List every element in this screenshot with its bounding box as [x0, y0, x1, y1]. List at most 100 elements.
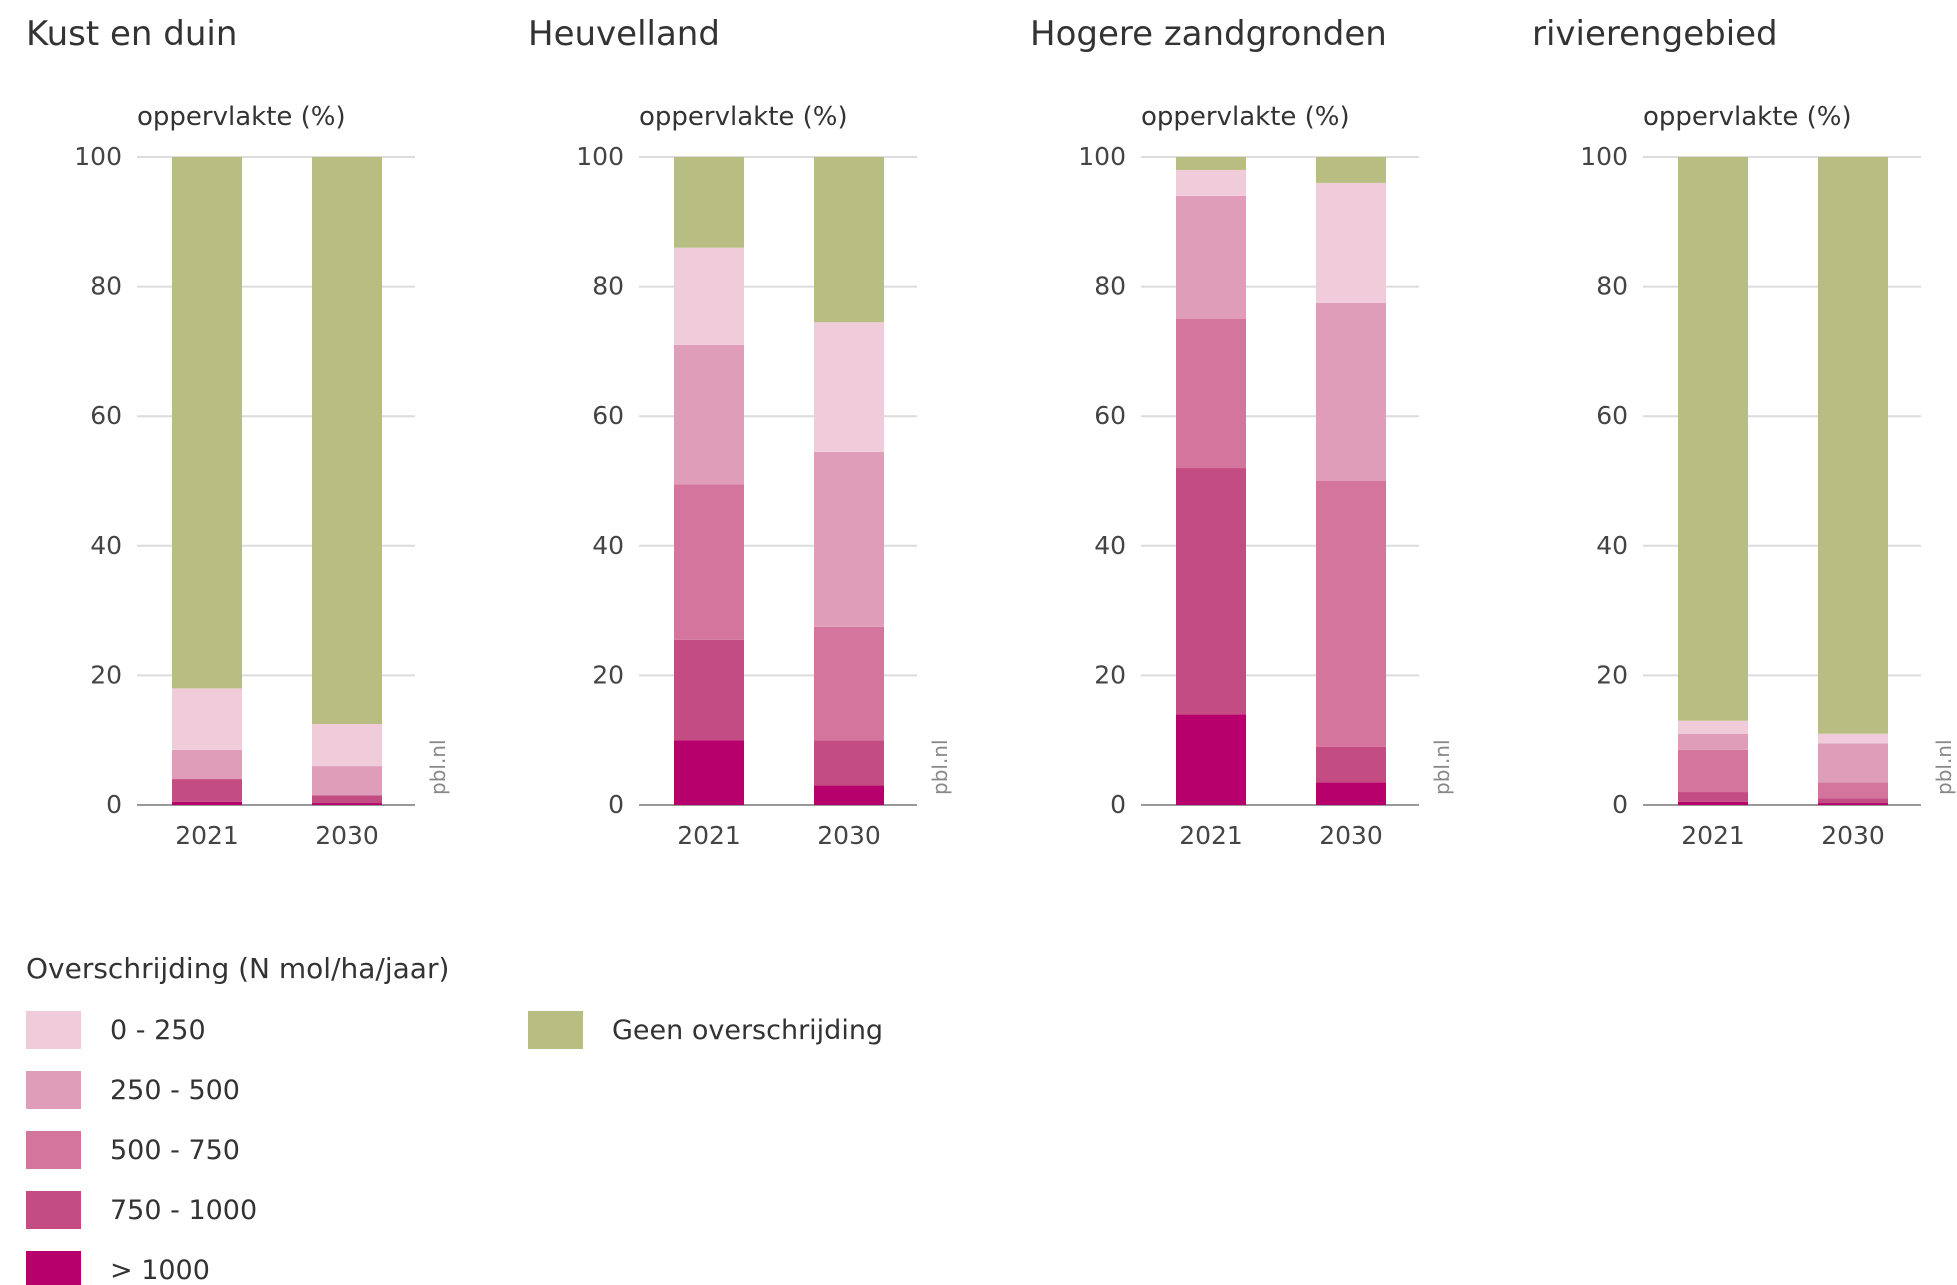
panel-2: Heuvelland oppervlakte (%) 0 20 40 60 80 100 202…	[528, 14, 952, 850]
y-axis-label: oppervlakte (%)	[1643, 102, 1852, 132]
x-tick-label: 2030	[817, 821, 881, 850]
legend-swatch	[26, 1131, 81, 1169]
y-tick-label: 100	[1078, 142, 1126, 171]
bar-segment	[674, 639, 744, 741]
bar-segment	[312, 803, 382, 805]
legend-label: Geen overschrijding	[612, 1015, 883, 1046]
y-tick-label: 20	[1094, 660, 1126, 689]
y-tick-label: 60	[1094, 401, 1126, 430]
y-tick-label: 20	[1596, 660, 1628, 689]
panel-title: Heuvelland	[528, 14, 720, 54]
x-tick-label: 2021	[1179, 821, 1243, 850]
bar-segment	[1678, 157, 1748, 721]
legend-item: 250 - 500	[26, 1071, 240, 1109]
x-tick-label: 2021	[677, 821, 741, 850]
bar-segment	[172, 801, 242, 805]
y-tick-label: 100	[74, 142, 122, 171]
y-tick-label: 20	[592, 660, 624, 689]
y-tick-label: 0	[1110, 790, 1126, 819]
bar-segment	[674, 247, 744, 345]
bar-segment	[312, 795, 382, 804]
y-tick-label: 100	[576, 142, 624, 171]
bar-segment	[674, 157, 744, 248]
bar-segment	[814, 322, 884, 452]
bar-segment	[1316, 157, 1386, 183]
bar-segment	[814, 740, 884, 786]
y-tick-label: 40	[90, 531, 122, 560]
legend-label: 500 - 750	[110, 1135, 240, 1166]
bar-segment	[674, 344, 744, 485]
bar-segment	[1176, 195, 1246, 319]
bar-segment	[674, 740, 744, 805]
bar-segment	[172, 688, 242, 750]
bar-segment	[1678, 720, 1748, 734]
legend-swatch	[26, 1071, 81, 1109]
bar-segment	[1316, 782, 1386, 805]
legend-item: 0 - 250	[26, 1011, 206, 1049]
bar-segment	[1176, 169, 1246, 196]
legend-item: Geen overschrijding	[528, 1011, 883, 1049]
bar-segment	[814, 785, 884, 805]
bar-segment	[1678, 733, 1748, 750]
bar-segment	[1316, 302, 1386, 481]
y-tick-label: 60	[1596, 401, 1628, 430]
bar-segment	[1316, 182, 1386, 303]
y-tick-label: 80	[592, 272, 624, 301]
y-tick-label: 40	[1596, 531, 1628, 560]
source-label: pbl.nl	[1932, 739, 1956, 795]
y-tick-label: 40	[592, 531, 624, 560]
panel-title: rivierengebied	[1532, 14, 1778, 54]
bar-segment	[312, 157, 382, 724]
bar-segment	[1176, 714, 1246, 805]
y-tick-label: 80	[1094, 272, 1126, 301]
legend-label: 250 - 500	[110, 1075, 240, 1106]
panel-1: Kust en duin oppervlakte (%) 0 20 40 60 80 100 2…	[26, 14, 450, 850]
bar-segment	[172, 157, 242, 689]
legend-label: 750 - 1000	[110, 1195, 257, 1226]
legend-item: 750 - 1000	[26, 1191, 257, 1229]
y-axis-label: oppervlakte (%)	[639, 102, 848, 132]
bar-segment	[1678, 801, 1748, 805]
legend: Overschrijding (N mol/ha/jaar) 0 - 250 250…	[26, 952, 883, 1285]
y-tick-label: 0	[106, 790, 122, 819]
y-tick-label: 60	[592, 401, 624, 430]
y-tick-label: 60	[90, 401, 122, 430]
bar-segment	[312, 766, 382, 796]
bar-segment	[814, 626, 884, 741]
panel-4: rivierengebied oppervlakte (%) 0 20 40 60 80 10…	[1532, 14, 1956, 850]
x-tick-label: 2021	[1681, 821, 1745, 850]
source-label: pbl.nl	[426, 739, 450, 795]
legend-swatch	[528, 1011, 583, 1049]
bar-segment	[1818, 782, 1888, 799]
bar-segment	[1316, 481, 1386, 747]
bar-segment	[172, 749, 242, 780]
y-axis-label: oppervlakte (%)	[1141, 102, 1350, 132]
bar-segment	[1176, 157, 1246, 170]
bar-segment	[1818, 798, 1888, 804]
bar-segment	[1678, 792, 1748, 802]
legend-title: Overschrijding (N mol/ha/jaar)	[26, 952, 449, 985]
legend-label: 0 - 250	[110, 1015, 206, 1046]
bar-segment	[1818, 803, 1888, 805]
x-tick-label: 2030	[1319, 821, 1383, 850]
x-tick-label: 2030	[315, 821, 379, 850]
source-label: pbl.nl	[928, 739, 952, 795]
y-tick-label: 100	[1580, 142, 1628, 171]
legend-item: 500 - 750	[26, 1131, 240, 1169]
bar-segment	[1176, 468, 1246, 715]
y-tick-label: 80	[1596, 272, 1628, 301]
legend-label: > 1000	[110, 1255, 210, 1285]
source-label: pbl.nl	[1430, 739, 1454, 795]
x-tick-label: 2021	[175, 821, 239, 850]
y-tick-label: 40	[1094, 531, 1126, 560]
y-axis-label: oppervlakte (%)	[137, 102, 346, 132]
bar-segment	[1678, 749, 1748, 793]
legend-swatch	[26, 1191, 81, 1229]
bar-segment	[814, 157, 884, 323]
panel-3: Hogere zandgronden oppervlakte (%) 0 20 40 60…	[1030, 14, 1454, 850]
bar-segment	[1818, 743, 1888, 783]
legend-swatch	[26, 1251, 81, 1285]
panel-title: Kust en duin	[26, 14, 237, 54]
bar-segment	[1316, 746, 1386, 783]
y-tick-label: 20	[90, 660, 122, 689]
